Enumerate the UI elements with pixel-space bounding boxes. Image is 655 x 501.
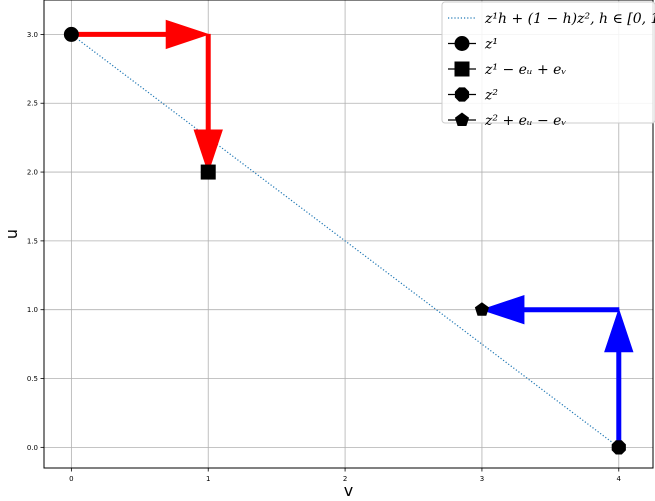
legend-label: z¹ − eᵤ + eᵥ — [484, 62, 567, 78]
y-tick-label: 1.0 — [27, 306, 38, 314]
markers — [63, 26, 626, 455]
legend-marker-octagon — [454, 87, 470, 102]
x-tick-label: 0 — [69, 475, 73, 483]
x-axis-label: v — [344, 481, 353, 500]
arrow-shape — [480, 295, 620, 325]
legend-item: z² + eᵤ − eᵥ — [448, 112, 567, 129]
legend-item: z¹h + (1 − h)z², h ∈ [0, 1] — [448, 11, 655, 27]
series — [71, 33, 620, 448]
legend-marker-square — [454, 61, 470, 77]
series-line — [71, 33, 620, 448]
x-tick-label: 4 — [617, 475, 622, 483]
arrow-shape — [604, 308, 634, 448]
plot-frame — [43, 0, 654, 469]
arrow — [70, 19, 210, 50]
data-point-pentagon — [474, 302, 490, 316]
legend-label: z² + eᵤ − eᵥ — [484, 113, 567, 129]
legend-marker-circle — [454, 36, 470, 51]
arrow-shape — [70, 19, 210, 50]
y-tick-label: 3.0 — [27, 31, 38, 39]
x-tick-label: 3 — [480, 475, 484, 483]
legend-frame — [441, 1, 655, 124]
data-point-octagon — [611, 440, 626, 455]
legend-item: z¹ − eᵤ + eᵥ — [448, 61, 567, 78]
y-tick-label: 0.0 — [27, 444, 38, 452]
x-tick-label: 1 — [206, 475, 210, 483]
x-ticks: 0 1 2 3 4 — [69, 468, 622, 483]
arrow — [604, 308, 634, 448]
legend-item: z² — [448, 87, 498, 104]
legend-item: z¹ — [448, 36, 498, 53]
arrow — [193, 33, 223, 174]
legend-label: z² — [484, 88, 498, 104]
y-tick-label: 2.0 — [27, 169, 38, 177]
y-ticks: 0.0 0.5 1.0 1.5 2.0 2.5 3.0 — [27, 31, 44, 452]
y-tick-label: 2.5 — [27, 100, 38, 108]
legend-marker-pentagon — [454, 112, 470, 127]
legend-label: z¹ — [484, 37, 498, 53]
legend-label: z¹h + (1 − h)z², h ∈ [0, 1] — [484, 11, 655, 27]
y-tick-label: 1.5 — [27, 237, 38, 245]
data-point-square — [200, 164, 216, 180]
data-point-circle — [63, 26, 79, 42]
arrow — [480, 295, 620, 325]
legend: z¹h + (1 − h)z², h ∈ [0, 1] z¹ z¹ − eᵤ + e… — [441, 1, 655, 129]
x-tick-label: 2 — [343, 475, 347, 483]
y-tick-label: 0.5 — [27, 375, 38, 383]
y-axis-label: u — [2, 229, 21, 239]
arrow-shape — [193, 33, 223, 174]
arrows — [70, 19, 634, 448]
